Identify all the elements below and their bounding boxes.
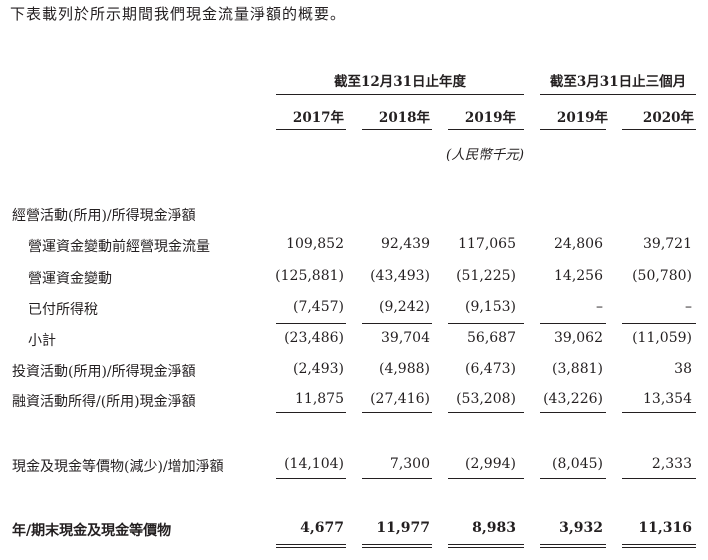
subtotal-rule xyxy=(276,323,346,324)
table-cell: 11,875 xyxy=(295,391,344,407)
table-cell: (43,226) xyxy=(543,391,603,407)
table-cell: – xyxy=(685,299,692,315)
table-cell: (14,104) xyxy=(284,456,344,472)
table-cell: (27,416) xyxy=(370,391,430,407)
table-cell: 117,065 xyxy=(458,236,516,252)
table-cell: (6,473) xyxy=(464,361,516,377)
table-cell: 11,316 xyxy=(638,520,692,536)
table-cell: (51,225) xyxy=(456,268,516,284)
table-cell: 2,333 xyxy=(651,456,692,472)
net-change-rule xyxy=(622,478,696,479)
row-label-income-tax-paid: 已付所得稅 xyxy=(28,302,98,318)
subtotal-rule xyxy=(540,323,606,324)
double-underline xyxy=(622,544,696,548)
table-cell: (125,881) xyxy=(275,268,344,284)
table-cell: 7,300 xyxy=(389,456,430,472)
table-cell: 11,977 xyxy=(376,520,430,536)
total-rule xyxy=(622,412,696,413)
table-cell: 56,687 xyxy=(467,330,516,346)
net-change-rule xyxy=(362,478,432,479)
table-cell: 38 xyxy=(674,361,692,377)
table-cell: (53,208) xyxy=(456,391,516,407)
year-header-2018: 2018年 xyxy=(378,110,430,126)
group-underline-year-end xyxy=(276,94,524,95)
row-label-pre-wc-cash-flow: 營運資金變動前經營現金流量 xyxy=(28,239,210,255)
table-cell: 4,677 xyxy=(300,520,344,536)
row-label-financing: 融資活動所得/(所用)現金淨額 xyxy=(12,394,196,410)
subtotal-rule xyxy=(622,323,696,324)
total-rule xyxy=(540,412,606,413)
year-header-2020-q1: 2020年 xyxy=(642,110,694,126)
table-cell: (4,988) xyxy=(378,361,430,377)
year-header-2019-q1: 2019年 xyxy=(556,110,608,126)
net-change-rule xyxy=(448,478,524,479)
table-cell: (43,493) xyxy=(370,268,430,284)
table-cell: (11,059) xyxy=(632,330,692,346)
row-label-net-change-cash: 現金及現金等價物(減少)/增加淨額 xyxy=(12,459,224,475)
table-cell: 109,852 xyxy=(286,236,344,252)
group-underline-three-months xyxy=(540,94,696,95)
table-cell: (9,153) xyxy=(464,299,516,315)
row-label-operating-heading: 經營活動(所用)/所得現金淨額 xyxy=(12,208,196,224)
table-cell: (23,486) xyxy=(284,330,344,346)
table-cell: 24,806 xyxy=(554,236,603,252)
year-underline xyxy=(622,129,696,130)
year-underline xyxy=(540,129,606,130)
table-cell: 39,721 xyxy=(643,236,692,252)
row-label-working-capital-change: 營運資金變動 xyxy=(28,271,112,287)
subtotal-rule xyxy=(362,323,432,324)
unit-label: (人民幣千元) xyxy=(445,147,524,163)
table-cell: (2,994) xyxy=(464,456,516,472)
subtotal-rule xyxy=(448,323,524,324)
year-underline xyxy=(276,129,346,130)
total-rule xyxy=(448,412,524,413)
column-group-year-end: 截至12月31日止年度 xyxy=(333,74,467,90)
total-rule xyxy=(276,412,346,413)
row-label-ending-cash: 年/期末現金及現金等價物 xyxy=(12,523,172,539)
net-change-rule xyxy=(540,478,606,479)
row-label-subtotal: 小計 xyxy=(28,333,56,349)
table-cell: (50,780) xyxy=(632,268,692,284)
table-cell: – xyxy=(596,299,603,315)
double-underline xyxy=(540,544,606,548)
table-cell: 92,439 xyxy=(381,236,430,252)
table-cell: 39,062 xyxy=(554,330,603,346)
total-rule xyxy=(362,412,432,413)
table-cell: 3,932 xyxy=(559,520,603,536)
column-group-three-months: 截至3月31日止三個月 xyxy=(549,74,687,90)
table-cell: (2,493) xyxy=(292,361,344,377)
intro-text: 下表載列於所示期間我們現金流量淨額的概要。 xyxy=(10,5,347,23)
table-cell: 13,354 xyxy=(643,391,692,407)
double-underline xyxy=(362,544,432,548)
double-underline xyxy=(276,544,346,548)
year-underline xyxy=(362,129,432,130)
table-cell: 14,256 xyxy=(554,268,603,284)
double-underline xyxy=(448,544,524,548)
year-underline xyxy=(448,129,524,130)
table-cell: (7,457) xyxy=(292,299,344,315)
table-cell: 39,704 xyxy=(381,330,430,346)
year-header-2017: 2017年 xyxy=(292,110,344,126)
net-change-rule xyxy=(276,478,346,479)
table-cell: (9,242) xyxy=(378,299,430,315)
table-cell: 8,983 xyxy=(472,520,516,536)
year-header-2019: 2019年 xyxy=(464,110,516,126)
table-cell: (8,045) xyxy=(551,456,603,472)
table-cell: (3,881) xyxy=(551,361,603,377)
row-label-investing: 投資活動(所用)/所得現金淨額 xyxy=(12,364,196,380)
